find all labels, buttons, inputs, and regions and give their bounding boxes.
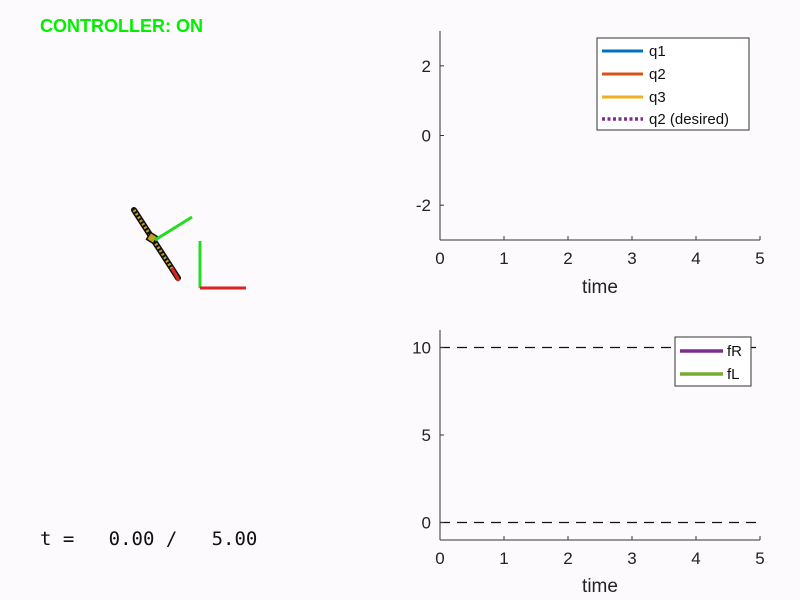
- legend-label-q2: q2: [649, 66, 666, 83]
- legend-label-fL: fL: [727, 366, 740, 383]
- x-tick-label: 2: [563, 249, 572, 268]
- legend-label-fR: fR: [727, 343, 742, 360]
- force-chart: 0 1 2 3 4 5 10 5 0 time fR fL: [412, 330, 765, 597]
- x-tick-label: 4: [691, 249, 700, 268]
- x-tick-label: 4: [691, 549, 700, 568]
- y-tick-label: 2: [422, 57, 431, 76]
- x-tick-label: 3: [627, 249, 636, 268]
- y-tick-label: 5: [422, 426, 431, 445]
- legend-label-q2-desired: q2 (desired): [649, 111, 729, 128]
- x-tick-label: 2: [563, 549, 572, 568]
- x-tick-group: 0 1 2 3 4 5: [435, 536, 765, 568]
- x-tick-label: 5: [755, 549, 764, 568]
- x-tick-group: 0 1 2 3 4 5: [435, 236, 765, 268]
- x-tick-label: 1: [499, 249, 508, 268]
- robot-foot: [170, 267, 181, 282]
- legend-label-q3: q3: [649, 89, 666, 106]
- legend: q1 q2 q3 q2 (desired): [596, 37, 750, 131]
- reference-line-group: [440, 346, 760, 524]
- y-tick-label: 10: [412, 339, 431, 358]
- x-tick-label: 0: [435, 549, 444, 568]
- x-tick-label: 5: [755, 249, 764, 268]
- y-tick-group: 2 0 -2: [416, 57, 444, 215]
- legend-box: [674, 336, 752, 387]
- y-tick-label: -2: [416, 196, 431, 215]
- y-tick-label: 0: [422, 127, 431, 146]
- y-tick-label: 0: [422, 514, 431, 533]
- joint-angle-chart: 0 1 2 3 4 5 2 0 -2 time q1 q2 q3 q2 (desired): [416, 31, 765, 298]
- legend-label-q1: q1: [649, 43, 666, 60]
- controller-status: CONTROLLER: ON: [40, 16, 203, 36]
- robot-drawing: [131, 207, 246, 290]
- legend-box: [596, 37, 750, 131]
- x-tick-label: 3: [627, 549, 636, 568]
- x-axis-label: time: [582, 576, 618, 597]
- x-tick-label: 1: [499, 549, 508, 568]
- x-axis-label: time: [582, 277, 618, 298]
- robot-arm-link: [154, 215, 193, 242]
- time-readout: t = 0.00 / 5.00: [40, 528, 258, 550]
- legend: fR fL: [674, 336, 752, 387]
- y-tick-group: 10 5 0: [412, 339, 444, 533]
- x-tick-label: 0: [435, 249, 444, 268]
- robot-body-fill: [132, 209, 180, 279]
